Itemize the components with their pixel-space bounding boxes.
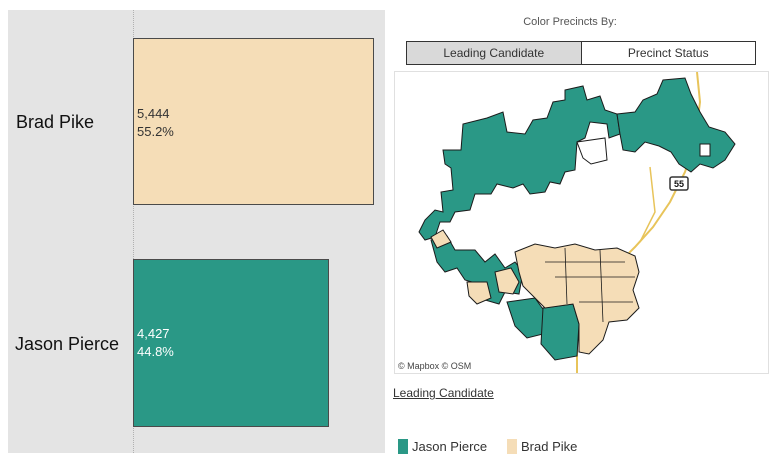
legend-swatch-pierce	[398, 439, 408, 454]
precinct-pierce-northeast[interactable]	[616, 77, 736, 173]
legend-item-pierce[interactable]: Jason Pierce	[398, 439, 487, 454]
precinct-pike-main[interactable]	[514, 243, 640, 355]
vote-bar-pike[interactable]	[133, 38, 374, 205]
candidate-name-pierce: Jason Pierce	[15, 334, 120, 354]
precinct-pierce-central[interactable]	[506, 297, 546, 339]
panel-divider	[133, 10, 134, 453]
osm-attribution[interactable]: © OSM	[441, 361, 472, 371]
vote-count-pike: 5,444	[137, 106, 170, 121]
vote-percent-pierce: 44.8%	[137, 344, 174, 359]
precinct-boundary	[564, 247, 568, 305]
candidate-name-pike: Brad Pike	[16, 112, 95, 132]
vote-label-pike: 5,444 55.2%	[137, 105, 174, 141]
precinct-pike-far-west[interactable]	[430, 229, 452, 249]
vote-bar-pierce[interactable]	[133, 259, 329, 427]
mapbox-attribution[interactable]: © Mapbox	[398, 361, 440, 371]
legend-label-pierce: Jason Pierce	[412, 439, 488, 454]
vote-percent-pike: 55.2%	[137, 124, 174, 139]
color-by-toggle: Leading Candidate Precinct Status	[406, 41, 756, 65]
vote-label-pierce: 4,427 44.8%	[137, 325, 174, 361]
map-attribution[interactable]: © Mapbox © OSM	[398, 361, 471, 371]
route-shield-label: 55	[674, 179, 684, 189]
precinct-pike-west[interactable]	[494, 267, 520, 295]
precinct-map[interactable]: 55 © Mapbox © OSM	[394, 71, 769, 374]
toggle-precinct-status[interactable]: Precinct Status	[627, 46, 709, 60]
legend-label-pike: Brad Pike	[521, 439, 578, 454]
precinct-pike-small[interactable]	[466, 281, 492, 305]
side-road	[639, 166, 656, 243]
legend-item-pike[interactable]: Brad Pike	[507, 439, 577, 454]
precinct-pierce-north[interactable]	[418, 85, 621, 241]
precinct-hole	[699, 143, 711, 157]
vote-count-pierce: 4,427	[137, 326, 170, 341]
precinct-map-svg: 55	[418, 72, 736, 373]
precinct-gap	[576, 137, 608, 165]
route-shield: 55	[669, 176, 689, 191]
legend-swatch-pike	[507, 439, 517, 454]
color-by-label: Color Precincts By:	[523, 16, 617, 28]
precinct-pierce-south[interactable]	[540, 303, 580, 361]
precinct-boundary	[599, 249, 604, 323]
toggle-leading-candidate[interactable]: Leading Candidate	[407, 42, 582, 64]
legend-title: Leading Candidate	[393, 386, 494, 400]
